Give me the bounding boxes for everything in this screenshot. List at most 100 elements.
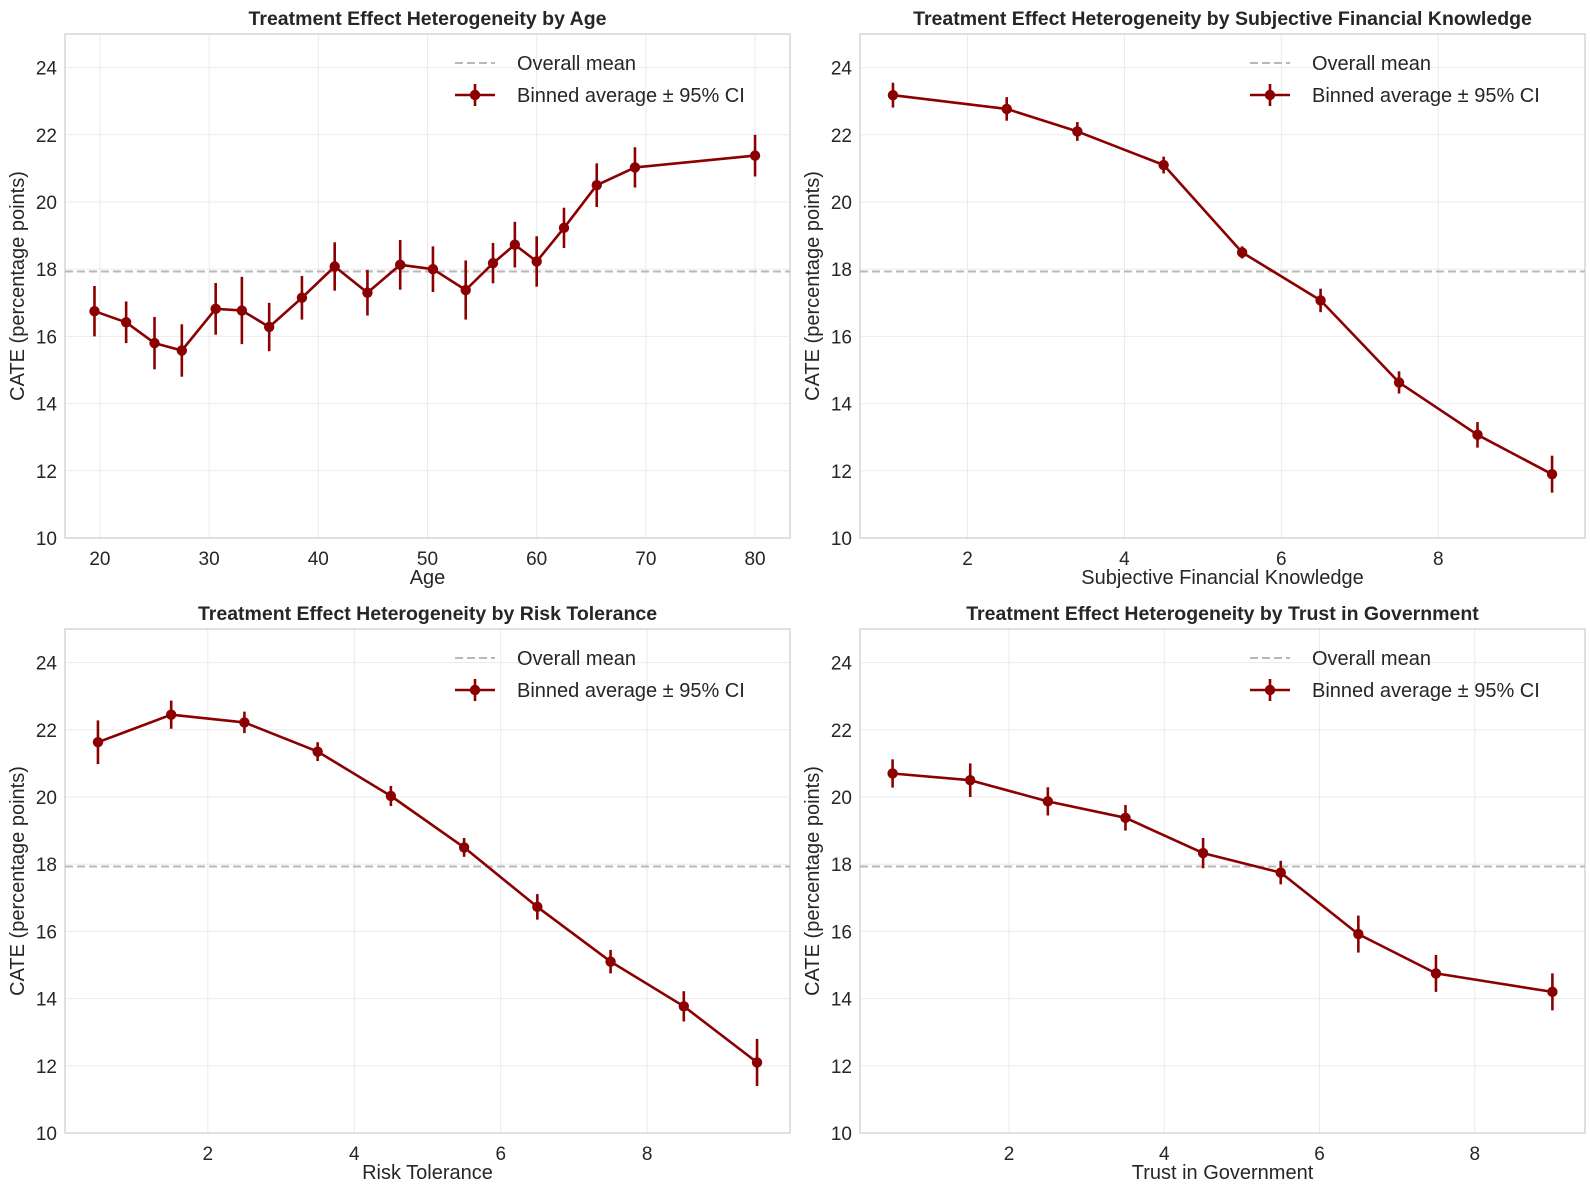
x-tick-label: 70 (635, 549, 656, 570)
data-point (89, 306, 100, 317)
x-axis-label: Risk Tolerance (362, 1162, 493, 1184)
data-point (120, 317, 132, 328)
y-axis-label: CATE (percentage points) (802, 766, 824, 996)
y-tick-label: 22 (831, 721, 852, 742)
data-point (1001, 103, 1012, 115)
chart-title: Treatment Effect Heterogeneity by Subjec… (913, 8, 1532, 30)
data-point (165, 709, 177, 720)
data-point (1275, 867, 1286, 878)
data-point (1315, 295, 1326, 306)
data-point (92, 737, 104, 748)
y-tick-label: 16 (36, 327, 57, 348)
y-tick-label: 18 (36, 260, 57, 281)
x-tick-label: 4 (1119, 549, 1130, 570)
data-point (1158, 159, 1169, 171)
data-point (458, 842, 470, 853)
x-axis-label: Subjective Financial Knowledge (1081, 567, 1363, 589)
y-tick-label: 22 (36, 721, 57, 742)
x-tick-label: 8 (1469, 1144, 1480, 1165)
data-point (1236, 247, 1248, 258)
y-tick-label: 18 (36, 855, 57, 876)
data-point (509, 239, 521, 250)
y-tick-label: 16 (36, 922, 57, 943)
plot-frame (64, 33, 791, 539)
data-point (531, 256, 542, 267)
data-point (591, 180, 602, 191)
x-tick-label: 8 (1433, 549, 1444, 570)
data-point (176, 345, 188, 356)
x-tick-label: 6 (1276, 549, 1287, 570)
data-point (427, 264, 439, 275)
data-point (1547, 986, 1558, 998)
data-point (887, 89, 899, 101)
data-point (263, 321, 275, 333)
x-tick-label: 50 (417, 549, 438, 570)
data-point (749, 150, 761, 161)
y-tick-label: 14 (36, 990, 58, 1011)
data-point (395, 259, 406, 271)
series-line (892, 772, 1553, 994)
y-axis-label: CATE (percentage points) (7, 171, 29, 401)
data-point (1472, 429, 1483, 441)
series-line (97, 713, 758, 1064)
x-axis-label: Trust in Government (1132, 1162, 1314, 1184)
plot-frame (859, 628, 1586, 1134)
x-tick-label: 20 (89, 549, 110, 570)
y-tick-label: 22 (36, 126, 57, 147)
y-tick-label: 20 (831, 788, 852, 809)
data-point (236, 305, 248, 316)
y-tick-label: 24 (36, 654, 58, 675)
data-point (532, 901, 543, 913)
x-tick-label: 2 (203, 1144, 214, 1165)
legend-label-mean: Overall mean (1312, 648, 1431, 670)
x-tick-label: 40 (308, 549, 329, 570)
chart-panel-1: 20 30 40 50 60 70 80 10 12 14 16 18 20 22 24 Treatment … (7, 8, 791, 589)
plot-frame (64, 628, 791, 1134)
chart-title: Treatment Effect Heterogeneity by Age (249, 8, 607, 30)
data-point (751, 1057, 763, 1068)
x-tick-label: 8 (642, 1144, 653, 1165)
data-point (1393, 377, 1405, 388)
data-point (1197, 847, 1209, 859)
data-point (678, 1001, 690, 1012)
data-point (1430, 968, 1442, 979)
x-tick-label: 4 (1159, 1144, 1170, 1165)
chart-title: Treatment Effect Heterogeneity by Trust … (966, 603, 1479, 625)
plot-frame (859, 33, 1586, 539)
y-tick-label: 20 (36, 788, 57, 809)
legend: Overall mean Binned average ± 95% CI (1250, 648, 1540, 702)
legend-label-mean: Overall mean (517, 648, 636, 670)
y-tick-label: 16 (831, 327, 852, 348)
legend-label-binned: Binned average ± 95% CI (517, 680, 745, 702)
y-tick-label: 16 (831, 922, 852, 943)
y-tick-label: 24 (831, 654, 853, 675)
data-point (312, 746, 323, 757)
data-point (887, 768, 898, 779)
data-point (487, 257, 499, 269)
x-tick-label: 6 (495, 1144, 506, 1165)
x-tick-label: 2 (1004, 1144, 1015, 1165)
x-tick-label: 6 (1314, 1144, 1325, 1165)
y-tick-label: 10 (831, 529, 852, 550)
data-point (965, 775, 976, 786)
data-point (1042, 796, 1054, 807)
legend-label-binned: Binned average ± 95% CI (1312, 680, 1540, 702)
legend-label-mean: Overall mean (1312, 53, 1431, 75)
data-point (329, 261, 340, 272)
y-tick-label: 22 (831, 126, 852, 147)
series-line (94, 154, 756, 352)
y-axis-label: CATE (percentage points) (7, 766, 29, 996)
x-tick-label: 2 (962, 549, 973, 570)
data-point (1353, 928, 1364, 940)
y-tick-label: 12 (831, 462, 852, 483)
chart-title: Treatment Effect Heterogeneity by Risk T… (198, 603, 657, 625)
y-tick-label: 18 (831, 855, 852, 876)
legend: Overall mean Binned average ± 95% CI (1250, 53, 1540, 107)
y-tick-label: 10 (831, 1124, 852, 1145)
y-tick-label: 20 (831, 193, 852, 214)
data-point (385, 790, 397, 802)
